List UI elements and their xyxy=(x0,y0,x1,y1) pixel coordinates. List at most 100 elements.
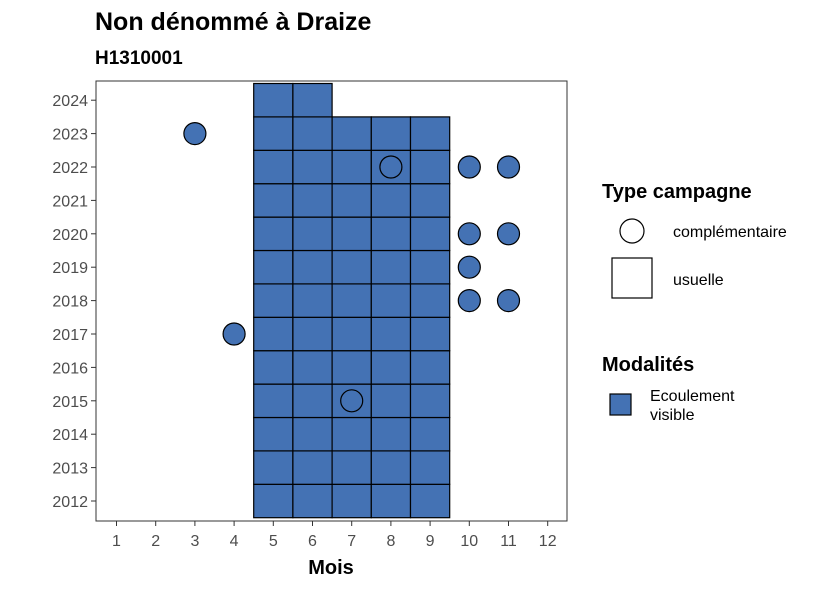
legend: Type campagne complémentaire usuelle Mod… xyxy=(602,181,787,424)
tile-2019-5 xyxy=(253,249,294,285)
legend-type-title: Type campagne xyxy=(602,181,752,203)
complementaire-points xyxy=(183,122,521,413)
x-tick-label-8: 8 xyxy=(386,533,395,550)
tile-2016-8 xyxy=(370,350,412,385)
tile-2020-8 xyxy=(370,216,412,252)
legend-complementaire-label: complémentaire xyxy=(673,224,787,241)
tile-2023-7 xyxy=(331,116,372,151)
y-tick-label-2015: 2015 xyxy=(52,394,88,411)
legend-modalite-label-line1: Ecoulement xyxy=(650,388,735,405)
tile-2024-6 xyxy=(292,82,333,118)
legend-modalite-title: Modalités xyxy=(602,354,694,376)
tile-2013-9 xyxy=(409,450,451,485)
tile-2015-5 xyxy=(253,383,294,419)
tile-2015-8 xyxy=(370,383,412,419)
point-2019-10 xyxy=(457,255,481,279)
tile-2020-7 xyxy=(331,216,372,252)
x-axis: 1 2 3 4 5 6 7 8 9 10 11 12 xyxy=(112,521,557,550)
tile-2015-9 xyxy=(409,383,451,419)
tile-2019-8 xyxy=(370,249,412,285)
tile-2024-5 xyxy=(253,82,294,118)
tile-2017-7 xyxy=(331,316,372,352)
point-2017-4 xyxy=(222,322,246,346)
tile-2016-5 xyxy=(253,350,294,385)
tile-2016-7 xyxy=(331,350,372,385)
tile-2012-6 xyxy=(292,483,333,519)
tile-2016-6 xyxy=(292,350,333,385)
tile-2018-5 xyxy=(253,283,294,318)
x-tick-label-1: 1 xyxy=(112,533,121,550)
legend-usuelle-label: usuelle xyxy=(673,272,724,289)
y-tick-label-2024: 2024 xyxy=(52,93,88,110)
y-tick-label-2023: 2023 xyxy=(52,127,88,144)
point-2022-11 xyxy=(496,155,521,179)
x-tick-label-11: 11 xyxy=(500,533,517,550)
tile-2012-5 xyxy=(253,483,294,519)
tile-2018-9 xyxy=(409,283,451,318)
tile-2013-5 xyxy=(253,450,294,485)
x-tick-label-2: 2 xyxy=(151,533,160,550)
tile-2014-7 xyxy=(331,416,372,452)
tile-2014-6 xyxy=(292,416,333,452)
tile-2019-6 xyxy=(292,249,333,285)
tile-2018-7 xyxy=(331,283,372,318)
legend-modalite-label-line2: visible xyxy=(650,407,695,424)
chart-title: Non dénommé à Draize xyxy=(95,8,372,36)
tile-2023-6 xyxy=(292,116,333,151)
legend-modalite-key xyxy=(609,393,632,416)
tile-2018-6 xyxy=(292,283,333,318)
usuelle-tiles xyxy=(253,82,451,519)
x-tick-label-5: 5 xyxy=(269,533,278,550)
y-axis: 2012 2013 2014 2015 2016 2017 2018 2019 2020 2021… xyxy=(52,93,96,511)
y-tick-label-2021: 2021 xyxy=(52,193,88,210)
legend-complementaire-key xyxy=(619,218,645,244)
point-2018-11 xyxy=(496,289,521,313)
tile-2014-9 xyxy=(409,416,451,452)
x-tick-label-3: 3 xyxy=(190,533,199,550)
tile-2012-8 xyxy=(370,483,412,519)
x-tick-label-12: 12 xyxy=(539,533,557,550)
tile-2014-8 xyxy=(370,416,412,452)
tile-2021-9 xyxy=(409,183,451,218)
y-tick-label-2018: 2018 xyxy=(52,294,88,311)
tile-2017-8 xyxy=(370,316,412,352)
x-tick-label-10: 10 xyxy=(460,533,478,550)
point-2020-11 xyxy=(496,222,521,246)
y-tick-label-2013: 2013 xyxy=(52,461,88,478)
tile-2023-5 xyxy=(253,116,294,151)
tile-2021-8 xyxy=(370,183,412,218)
tile-2019-7 xyxy=(331,249,372,285)
y-tick-label-2019: 2019 xyxy=(52,260,88,277)
tile-2012-7 xyxy=(331,483,372,519)
y-tick-label-2017: 2017 xyxy=(52,327,88,344)
tile-2012-9 xyxy=(409,483,451,519)
tile-2013-6 xyxy=(292,450,333,485)
tile-2018-8 xyxy=(370,283,412,318)
tile-2017-5 xyxy=(253,316,294,352)
tile-2023-9 xyxy=(409,116,451,151)
tile-2020-6 xyxy=(292,216,333,252)
point-2018-10 xyxy=(457,289,481,313)
tile-2017-6 xyxy=(292,316,333,352)
tile-2021-7 xyxy=(331,183,372,218)
tile-2023-8 xyxy=(370,116,412,151)
x-tick-label-4: 4 xyxy=(230,533,239,550)
tile-2022-5 xyxy=(253,149,294,185)
tile-2014-5 xyxy=(253,416,294,452)
tile-2021-6 xyxy=(292,183,333,218)
point-2022-10 xyxy=(457,155,481,179)
tile-2017-9 xyxy=(409,316,451,352)
y-tick-label-2020: 2020 xyxy=(52,227,88,244)
y-tick-label-2022: 2022 xyxy=(52,160,88,177)
x-tick-label-6: 6 xyxy=(308,533,317,550)
point-2020-10 xyxy=(457,222,481,246)
point-2015-7 xyxy=(340,389,364,413)
tile-2013-7 xyxy=(331,450,372,485)
tile-2022-9 xyxy=(409,149,451,185)
tile-2019-9 xyxy=(409,249,451,285)
chart-subtitle: H1310001 xyxy=(95,48,183,69)
tile-2015-6 xyxy=(292,383,333,419)
point-2022-8 xyxy=(379,155,403,179)
y-tick-label-2016: 2016 xyxy=(52,360,88,377)
